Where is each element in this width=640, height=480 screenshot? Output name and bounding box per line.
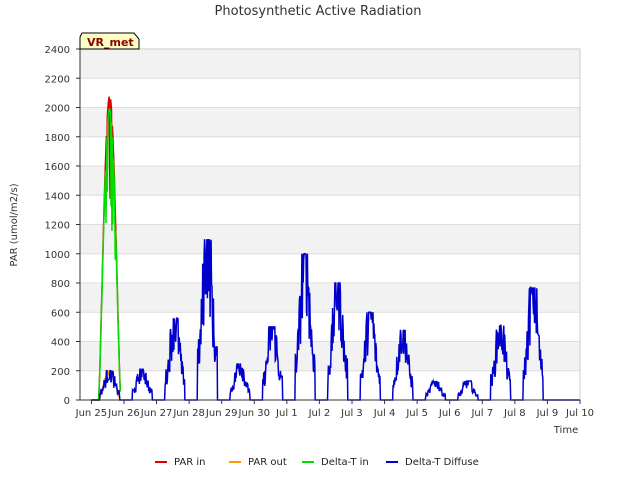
x-tick-label: Jun 27: [140, 408, 173, 419]
y-axis-ticks: 0 200 400 600 800 1000 1200 1400 1600 1800 2000 220…: [45, 45, 81, 407]
x-tick-label: Jul 6: [438, 408, 461, 419]
y-tick-label: 2400: [45, 45, 70, 56]
x-tick-label: Jun 25: [75, 408, 108, 419]
site-badge-label: VR_met: [87, 36, 134, 49]
x-axis-label: Time: [553, 425, 578, 436]
x-tick-label: Jul 8: [503, 408, 526, 419]
legend-label: PAR in: [174, 457, 205, 468]
y-tick-label: 2000: [45, 104, 70, 115]
y-tick-label: 1000: [45, 250, 70, 261]
legend-item: PAR out: [229, 457, 287, 468]
grid-band: [80, 224, 580, 254]
x-tick-label: Jul 9: [536, 408, 559, 419]
legend-label: Delta-T in: [321, 457, 369, 468]
grid-band: [80, 49, 580, 79]
x-tick-label: Jul 2: [308, 408, 331, 419]
site-badge: VR_met: [79, 32, 140, 50]
legend: PAR in PAR out Delta-T in Delta-T Diffuse: [155, 457, 479, 468]
y-tick-label: 2200: [45, 74, 70, 85]
x-tick-label: Jul 4: [373, 408, 396, 419]
x-tick-label: Jul 7: [470, 408, 493, 419]
y-tick-label: 1200: [45, 221, 70, 232]
grid-band: [80, 107, 580, 137]
y-tick-label: 400: [51, 338, 70, 349]
x-tick-label: Jun 29: [205, 408, 238, 419]
grid-band: [80, 166, 580, 196]
legend-label: Delta-T Diffuse: [405, 457, 479, 468]
y-tick-label: 800: [51, 279, 70, 290]
x-tick-label: Jul 1: [275, 408, 298, 419]
x-tick-label: Jul 5: [405, 408, 428, 419]
x-tick-label: Jun 26: [107, 408, 140, 419]
y-tick-label: 1800: [45, 133, 70, 144]
x-axis-ticks: Jun 25 Jun 26 Jun 27 Jun 28 Jun 29 Jun 30 Jul …: [75, 399, 594, 419]
legend-item: Delta-T in: [302, 457, 369, 468]
y-axis-label: PAR (umol/m2/s): [9, 183, 20, 266]
y-tick-label: 200: [51, 367, 70, 378]
legend-item: Delta-T Diffuse: [386, 457, 479, 468]
series-line-delta-t-in: [91, 107, 122, 401]
legend-label: PAR out: [248, 457, 287, 468]
x-tick-label: Jun 28: [172, 408, 205, 419]
chart-title: Photosynthetic Active Radiation: [215, 4, 422, 19]
site-badge-box: [79, 32, 140, 50]
grid-band: [80, 283, 580, 313]
y-tick-label: 600: [51, 308, 70, 319]
x-tick-label: Jul 3: [340, 408, 363, 419]
legend-item: PAR in: [155, 457, 205, 468]
y-tick-label: 1400: [45, 191, 70, 202]
x-tick-label: Jun 30: [238, 408, 271, 419]
x-tick-label: Jul 10: [565, 408, 594, 419]
y-tick-label: 0: [64, 396, 70, 407]
y-tick-label: 1600: [45, 162, 70, 173]
